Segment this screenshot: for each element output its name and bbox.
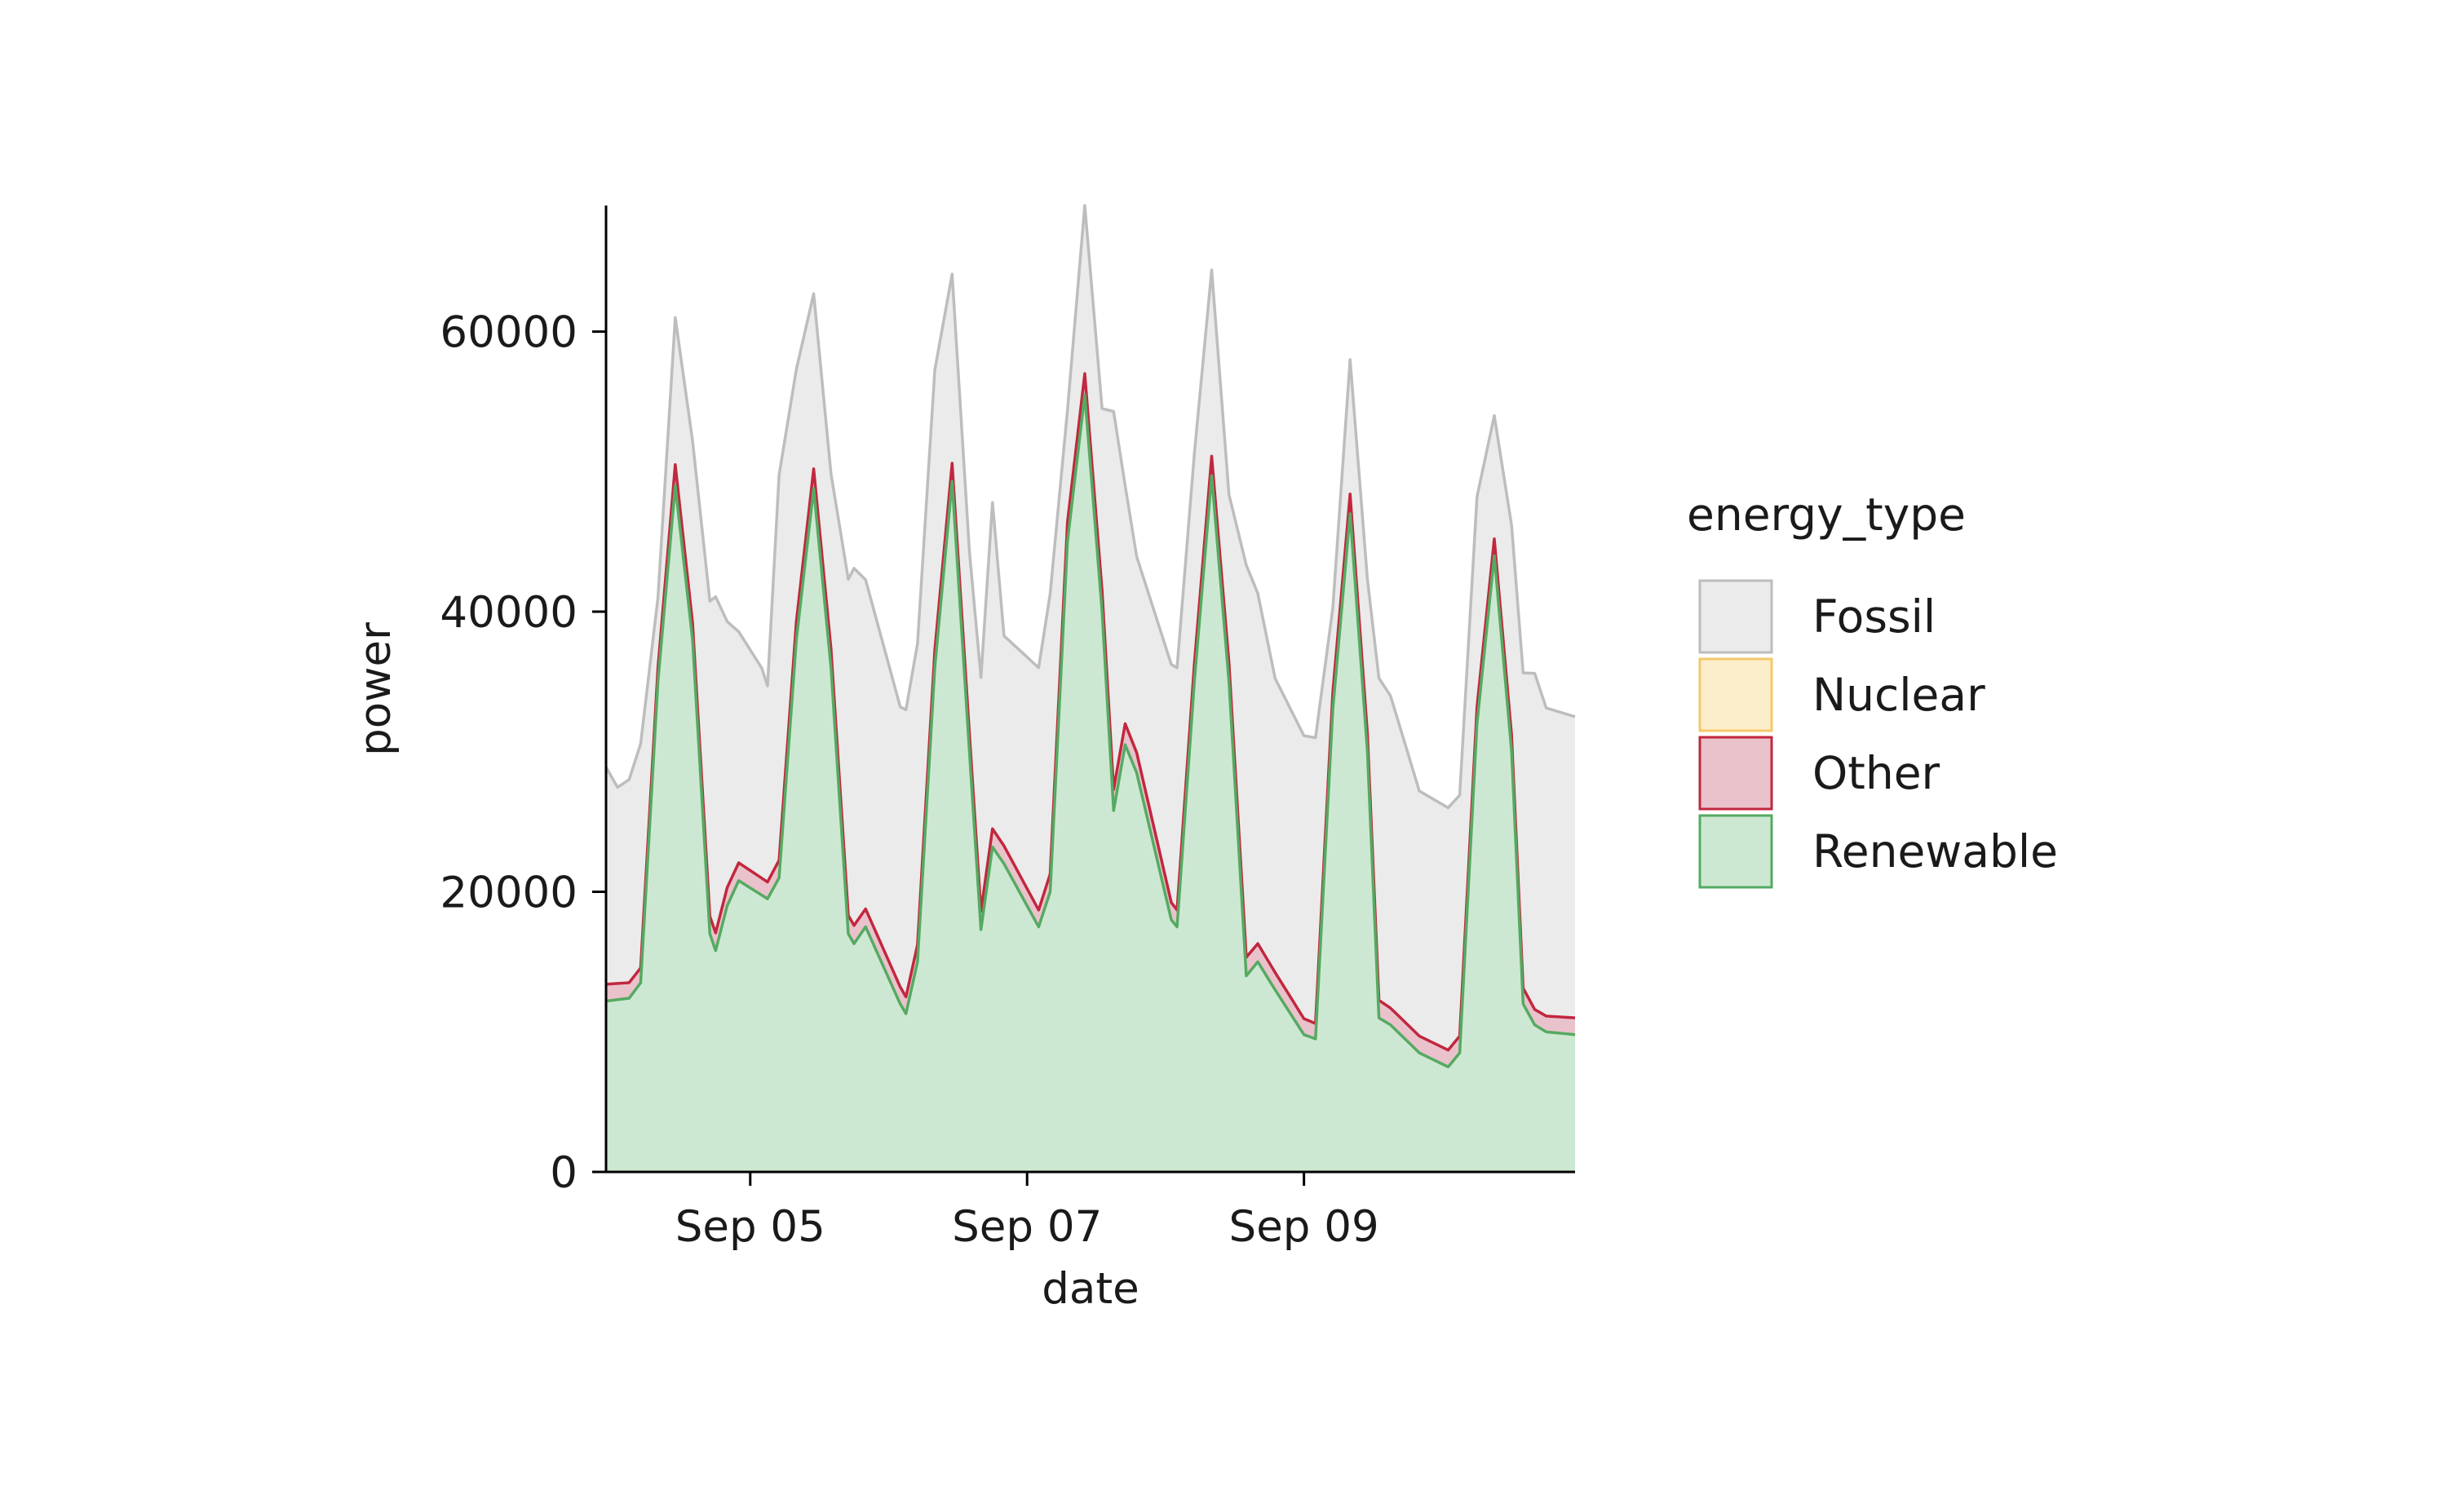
x-tick-label: Sep 09 [1229,1202,1379,1252]
y-axis-title: power [351,622,400,756]
y-ticks: 0 20000 40000 60000 [440,308,606,1198]
y-tick-label: 40000 [440,588,577,638]
legend-label-renewable: Renewable [1812,825,2058,878]
legend: energy_type Fossil Nuclear Other Renewable [1687,489,2058,889]
legend-swatch-nuclear [1698,657,1773,732]
legend-label-other: Other [1812,747,1940,799]
legend-entries: Fossil Nuclear Other Renewable [1698,579,2058,889]
legend-label-fossil: Fossil [1812,590,1936,643]
legend-swatch-other [1698,736,1773,811]
x-tick-label: Sep 07 [952,1202,1102,1252]
y-tick-label: 0 [550,1148,577,1198]
legend-label-nuclear: Nuclear [1812,669,1985,721]
x-axis-title: date [1042,1264,1139,1314]
x-ticks: Sep 05 Sep 07 Sep 09 [675,1172,1379,1252]
axes: Sep 05 Sep 07 Sep 09 0 20000 40000 60000 date… [351,206,1575,1314]
legend-title: energy_type [1687,489,1966,541]
area-fossil [606,206,1575,1050]
area-layers [604,204,1576,1173]
x-tick-label: Sep 05 [675,1202,825,1252]
legend-swatch-renewable [1698,814,1773,889]
line-other [605,372,1576,1052]
legend-swatch-fossil [1698,579,1773,654]
line-fossil [604,204,1576,810]
y-tick-label: 20000 [440,869,577,918]
y-tick-label: 60000 [440,308,577,358]
area-renewable [606,394,1575,1173]
line-renewable [605,393,1576,1068]
